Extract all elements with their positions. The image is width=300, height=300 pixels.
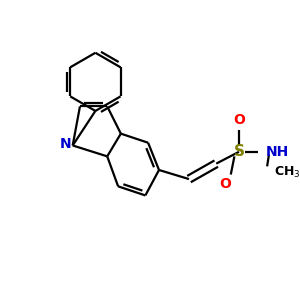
Text: S: S	[233, 144, 244, 159]
Text: N: N	[60, 136, 71, 151]
Text: CH$_3$: CH$_3$	[274, 165, 300, 180]
Text: NH: NH	[265, 145, 289, 159]
Text: O: O	[219, 177, 231, 190]
Text: O: O	[233, 113, 245, 127]
